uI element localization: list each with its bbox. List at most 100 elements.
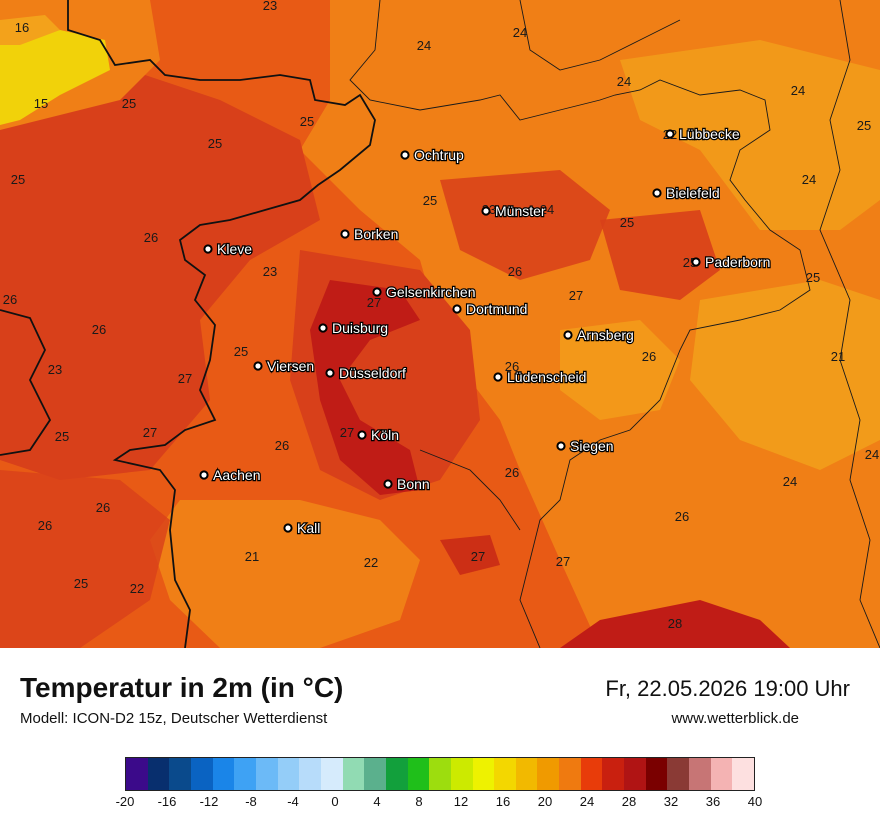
city-dot: [481, 206, 491, 216]
temperature-value-label: 26: [642, 349, 656, 364]
city-label: Düsseldorf: [339, 365, 406, 381]
map-title: Temperatur in 2m (in °C): [20, 672, 344, 703]
temperature-value-label: 22: [364, 555, 378, 570]
temperature-zone-cool-sauerland: [560, 320, 680, 420]
temperature-value-label: 23: [263, 264, 277, 279]
legend-swatch: [710, 758, 733, 790]
city-label: Bielefeld: [666, 185, 720, 201]
legend-swatch: [320, 758, 343, 790]
state-border-lines: [349, 0, 880, 648]
legend-tick-label: -12: [199, 794, 219, 809]
temperature-zone-cool-east: [690, 280, 880, 470]
temperature-value-label: 24: [540, 202, 554, 217]
legend-swatch: [234, 758, 256, 790]
temperature-value-label: 25: [300, 114, 314, 129]
legend-swatch: [494, 758, 516, 790]
temperature-value-label: 24: [802, 172, 816, 187]
legend-tick-label: 28: [621, 794, 637, 809]
city-dot: [253, 361, 263, 371]
legend-swatch: [169, 758, 191, 790]
legend-swatch: [667, 758, 690, 790]
temperature-zone-hot-southeast: [560, 600, 790, 648]
legend-swatch: [732, 758, 755, 790]
temperature-value-label: 26: [3, 292, 17, 307]
color-legend: [125, 757, 755, 791]
city-dot: [556, 441, 566, 451]
temperature-value-label: 27: [569, 288, 583, 303]
temperature-value-label: 26: [505, 359, 519, 374]
legend-tick-label: 4: [373, 794, 381, 809]
city-label: Ochtrup: [414, 147, 464, 163]
legend-swatch: [364, 758, 386, 790]
temperature-zone-cool-northeast: [620, 40, 880, 230]
temperature-value-label: 23: [263, 0, 277, 13]
city-dot: [563, 330, 573, 340]
legend-tick-label: 8: [415, 794, 423, 809]
legend-swatch: [126, 758, 148, 790]
city-label: Kall: [297, 520, 320, 536]
temperature-value-label: 26: [96, 500, 110, 515]
temperature-value-label: 25: [857, 118, 871, 133]
temperature-value-label: 27: [143, 425, 157, 440]
temperature-value-label: 15: [34, 96, 48, 111]
legend-swatch: [580, 758, 603, 790]
temperature-zone-warm-munsterland: [440, 170, 610, 280]
temperature-value-label: 26: [144, 230, 158, 245]
temperature-value-label: 25: [806, 270, 820, 285]
temperature-value-label: 25: [208, 136, 222, 151]
city-dot: [383, 479, 393, 489]
legend-tick-label: 24: [579, 794, 595, 809]
city-label: Münster: [495, 203, 546, 219]
value-labels: 23 24 24 16 24 24 15 25 25 25 25 25 22 24 25 23 26 24 23 25…: [3, 0, 879, 631]
legend-swatch: [299, 758, 321, 790]
temperature-value-label: 27: [367, 295, 381, 310]
legend-swatch: [559, 758, 581, 790]
legend-swatch: [429, 758, 451, 790]
city-label: Köln: [371, 427, 399, 443]
city-dot: [340, 229, 350, 239]
temperature-value-label: 25: [55, 429, 69, 444]
website-link[interactable]: www.wetterblick.de: [671, 710, 799, 727]
city-label: Gelsenkirchen: [386, 284, 476, 300]
legend-swatch: [277, 758, 300, 790]
legend-swatch: [212, 758, 235, 790]
temperature-value-label: 25: [74, 576, 88, 591]
legend-swatch: [407, 758, 430, 790]
temperature-value-label: 24: [791, 83, 805, 98]
legend-swatch: [255, 758, 278, 790]
temperature-zone-orange-northwest: [0, 15, 60, 45]
city-label: Viersen: [267, 358, 314, 374]
border-lines: [0, 0, 376, 648]
temperature-map: 23 24 24 16 24 24 15 25 25 25 25 25 22 24 25 23 26 24 23 25…: [0, 0, 880, 648]
city-label: Dortmund: [466, 301, 527, 317]
legend-swatch: [689, 758, 711, 790]
city-dot: [325, 368, 335, 378]
temperature-zone-warm-south: [0, 470, 170, 648]
city-label: Borken: [354, 226, 398, 242]
city-label: Aachen: [213, 467, 260, 483]
temperature-value-label: 27: [340, 425, 354, 440]
city-markers: Ochtrup Lübbecke Bielefeld Münster Borken Kle…: [199, 125, 772, 537]
temperature-value-label: 25: [620, 215, 634, 230]
temperature-value-label: 27: [178, 371, 192, 386]
legend-tick-label: 32: [663, 794, 679, 809]
temperature-value-label: 26: [508, 264, 522, 279]
city-dot: [665, 129, 675, 139]
city-dot: [357, 430, 367, 440]
temperature-value-label: 24: [417, 38, 431, 53]
temperature-value-label: 26: [92, 322, 106, 337]
legend-swatch: [602, 758, 625, 790]
temperature-value-label: 25: [122, 96, 136, 111]
temperature-value-label: 25: [234, 344, 248, 359]
legend-swatch: [537, 758, 560, 790]
city-dot: [283, 523, 293, 533]
city-label: Kleve: [217, 241, 252, 257]
legend-swatch: [472, 758, 495, 790]
legend-tick-label: 0: [331, 794, 339, 809]
legend-tick-label: 40: [747, 794, 763, 809]
city-dot: [493, 372, 503, 382]
model-info: Modell: ICON-D2 15z, Deutscher Wetterdie…: [20, 710, 328, 727]
temperature-value-label: 26: [275, 438, 289, 453]
city-dot: [203, 244, 213, 254]
valid-datetime: Fr, 22.05.2026 19:00 Uhr: [605, 676, 850, 701]
